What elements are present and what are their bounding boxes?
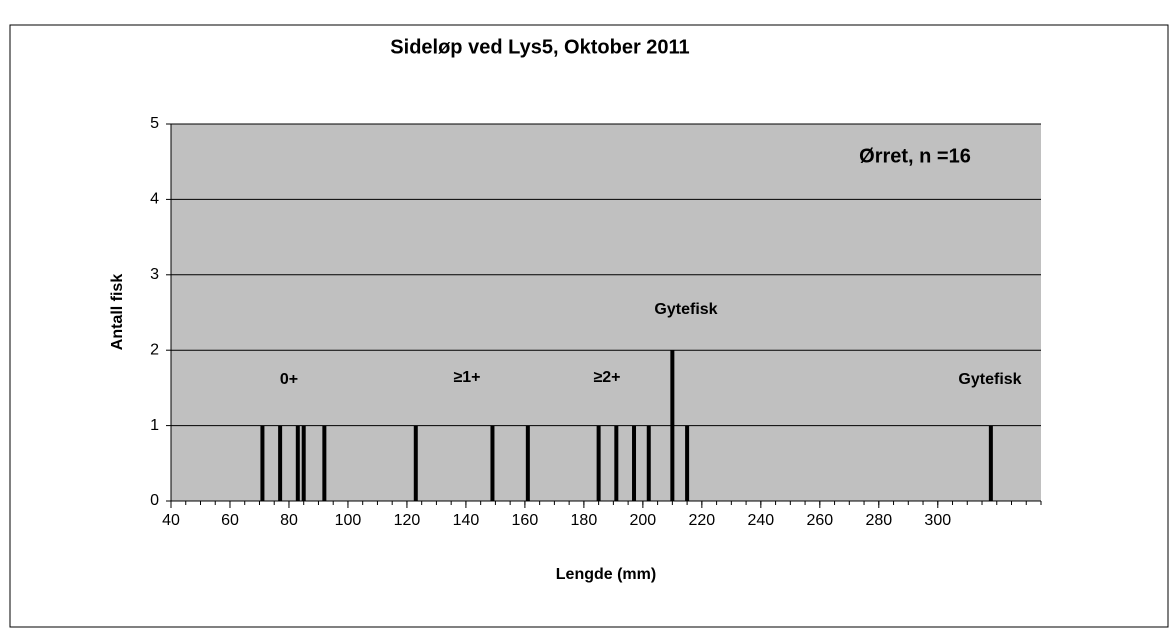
bar	[988, 425, 993, 501]
y-tick-label: 0	[150, 492, 159, 509]
x-tick-label: 140	[453, 512, 480, 529]
y-tick-label: 4	[150, 191, 159, 208]
x-tick-label: 60	[221, 512, 239, 529]
y-tick-label: 2	[150, 341, 159, 358]
x-tick-label: 240	[747, 512, 774, 529]
annotation: Gytefisk	[958, 371, 1021, 388]
x-tick-label: 280	[865, 512, 892, 529]
x-tick-label: 300	[924, 512, 951, 529]
bar	[614, 425, 619, 501]
x-tick-label: 180	[571, 512, 598, 529]
x-axis-label: Lengde (mm)	[556, 566, 656, 583]
bar	[301, 425, 306, 501]
bar	[260, 425, 265, 501]
bar	[295, 425, 300, 501]
bar	[278, 425, 283, 501]
y-tick-label: 5	[150, 115, 159, 132]
bar	[685, 425, 690, 501]
bar	[525, 425, 530, 501]
bar	[413, 425, 418, 501]
bar	[596, 425, 601, 501]
x-tick-label: 120	[394, 512, 421, 529]
bar	[646, 425, 651, 501]
x-tick-label: 100	[335, 512, 362, 529]
bar	[670, 350, 675, 501]
y-tick-label: 1	[150, 417, 159, 434]
chart-title: Sideløp ved Lys5, Oktober 2011	[390, 36, 689, 58]
bar	[632, 425, 637, 501]
x-tick-label: 40	[162, 512, 180, 529]
y-tick-label: 3	[150, 266, 159, 283]
annotation: Gytefisk	[654, 301, 717, 318]
annotation: ≥2+	[593, 369, 620, 386]
legend-text: Ørret, n =16	[859, 145, 971, 167]
x-tick-label: 260	[806, 512, 833, 529]
y-axis-label: Antall fisk	[109, 274, 126, 351]
bar	[490, 425, 495, 501]
x-tick-label: 220	[688, 512, 715, 529]
x-tick-label: 80	[280, 512, 298, 529]
x-tick-label: 160	[512, 512, 539, 529]
bar	[322, 425, 327, 501]
annotation: 0+	[280, 371, 298, 388]
annotation: ≥1+	[453, 369, 480, 386]
x-tick-label: 200	[630, 512, 657, 529]
plot-area	[171, 124, 1041, 501]
